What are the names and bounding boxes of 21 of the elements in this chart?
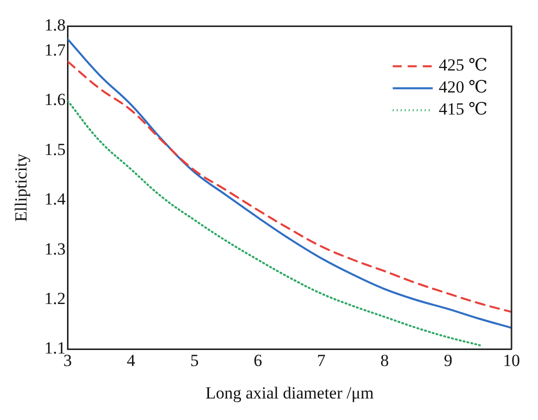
y-tick-label: 1.2: [44, 288, 66, 308]
x-tick-label: 7: [317, 350, 326, 370]
legend-label: 415 ℃: [438, 100, 488, 119]
y-tick-label: 1.1: [44, 338, 66, 358]
y-tick-label: 1.6: [44, 90, 66, 110]
x-tick-label: 3: [63, 350, 72, 370]
x-tick-label: 10: [503, 350, 520, 370]
y-axis-title: Ellipticity: [12, 153, 31, 222]
x-tick-label: 9: [444, 350, 452, 370]
y-tick-label: 1.4: [44, 190, 66, 209]
x-tick-label: 4: [126, 350, 136, 370]
y-tick-label: 1.3: [44, 239, 66, 258]
legend-label: 420 ℃: [438, 78, 488, 97]
x-tick-label: 6: [254, 350, 262, 370]
x-tick-label: 8: [380, 350, 389, 370]
x-tick-label: 5: [190, 350, 199, 370]
x-axis-title: Long axial diameter /μm: [205, 383, 374, 402]
legend-label: 425 ℃: [438, 56, 488, 75]
y-tick-label: 1.5: [44, 140, 66, 159]
y-tick-label: 1.7: [44, 40, 66, 60]
y-tick-label: 1.8: [44, 16, 66, 35]
